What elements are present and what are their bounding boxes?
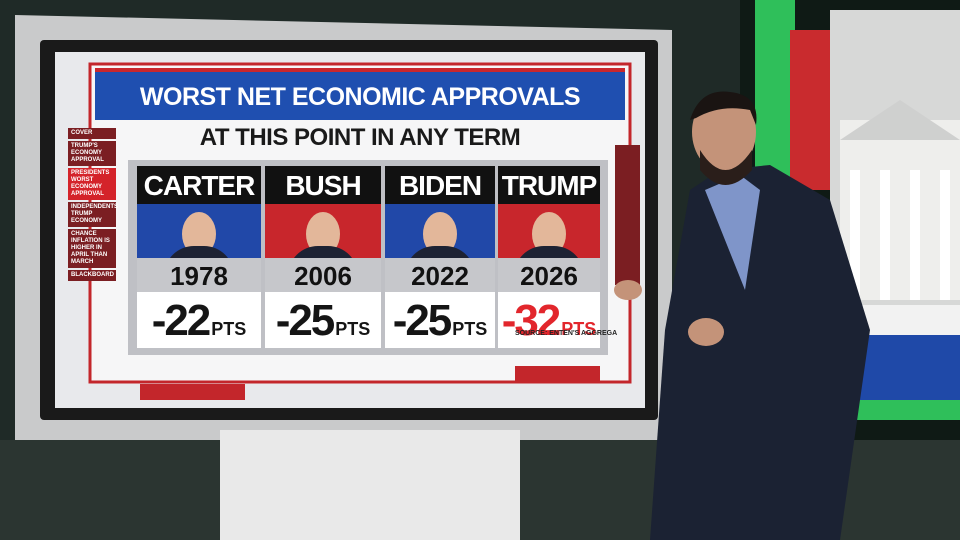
portrait xyxy=(498,204,600,258)
menu-item[interactable]: PRESIDENTS WORST ECONOMY APPROVAL xyxy=(68,168,116,200)
source-note: SOURCE: ENTEN'S AGGREGA xyxy=(515,330,618,337)
menu-item[interactable]: BLACKBOARD xyxy=(68,270,116,281)
net-approval: -25 PTS xyxy=(265,292,381,348)
portrait xyxy=(385,204,495,258)
president-column: BIDEN 2022 -25 PTS xyxy=(385,166,495,348)
menu-item[interactable]: CHANCE INFLATION IS HIGHER IN APRIL THAN… xyxy=(68,229,116,268)
net-unit: PTS xyxy=(452,319,488,339)
menu-item[interactable]: COVER xyxy=(68,128,116,139)
net-unit: PTS xyxy=(211,319,247,339)
net-approval: -32 PTS xyxy=(498,292,600,348)
menu-item[interactable]: INDEPENDENTS TRUMP ECONOMY xyxy=(68,202,118,227)
subtitle: AT THIS POINT IN ANY TERM xyxy=(199,124,521,151)
net-value: -32 xyxy=(501,296,562,345)
portrait xyxy=(137,204,261,258)
president-column: BUSH 2006 -25 PTS xyxy=(265,166,381,348)
net-value: -25 xyxy=(275,296,336,345)
president-name: CARTER xyxy=(137,166,261,204)
net-value: -25 xyxy=(392,296,453,345)
portrait-suit xyxy=(288,246,358,258)
net-unit: PTS xyxy=(335,319,371,339)
president-column: CARTER 1978 -22 PTS xyxy=(137,166,261,348)
portrait xyxy=(265,204,381,258)
net-unit: PTS xyxy=(561,319,597,339)
portrait-suit xyxy=(514,246,584,258)
net-approval: -22 PTS xyxy=(137,292,261,348)
portrait-suit xyxy=(164,246,234,258)
president-name: BUSH xyxy=(265,166,381,204)
year: 2022 xyxy=(385,258,495,292)
year: 1978 xyxy=(137,258,261,292)
year: 2006 xyxy=(265,258,381,292)
net-approval: -25 PTS xyxy=(385,292,495,348)
side-menu: COVER TRUMP'S ECONOMY APPROVAL PRESIDENTS … xyxy=(68,128,118,283)
portrait-suit xyxy=(405,246,475,258)
net-value: -22 xyxy=(151,296,212,345)
title-banner: WORST NET ECONOMIC APPROVALS xyxy=(95,68,625,120)
president-name: TRUMP xyxy=(498,166,600,204)
president-column: TRUMP 2026 -32 PTS xyxy=(498,166,600,348)
president-name: BIDEN xyxy=(385,166,495,204)
year: 2026 xyxy=(498,258,600,292)
menu-item[interactable]: TRUMP'S ECONOMY APPROVAL xyxy=(68,141,116,166)
